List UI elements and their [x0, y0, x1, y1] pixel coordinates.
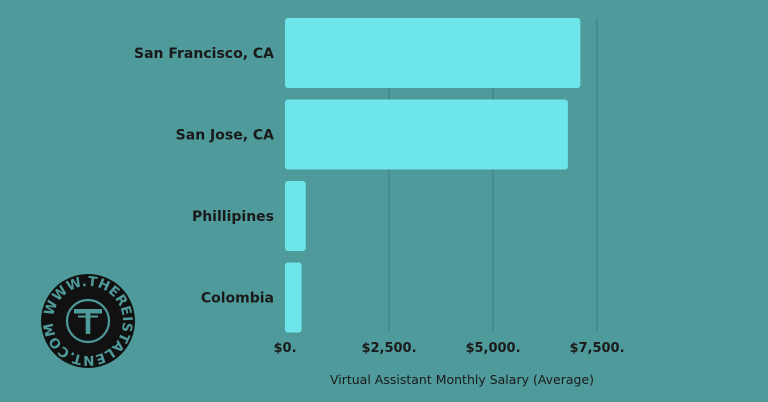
x-tick-label: $5,000. [465, 341, 520, 356]
bar-phillipines [285, 181, 306, 251]
site-logo: WWW.THEREISTALENT.COM [41, 274, 135, 368]
bar-san-francisco-ca [285, 18, 581, 88]
x-tick-label: $7,500. [569, 341, 624, 356]
category-labels: San Francisco, CA San Jose, CA Phillipines… [134, 46, 274, 307]
x-tick-label: $0. [273, 341, 296, 356]
x-tick-labels: $0. $2,500. $5,000. $7,500. [273, 341, 624, 356]
bars [285, 18, 581, 333]
bar-colombia [285, 262, 302, 333]
x-tick-label: $2,500. [361, 341, 416, 356]
x-axis-title: Virtual Assistant Monthly Salary (Averag… [330, 372, 594, 387]
category-label: San Francisco, CA [134, 46, 274, 62]
category-label: Phillipines [192, 209, 274, 225]
category-label: Colombia [201, 291, 274, 307]
category-label: San Jose, CA [176, 128, 274, 144]
bar-san-jose-ca [285, 99, 568, 170]
